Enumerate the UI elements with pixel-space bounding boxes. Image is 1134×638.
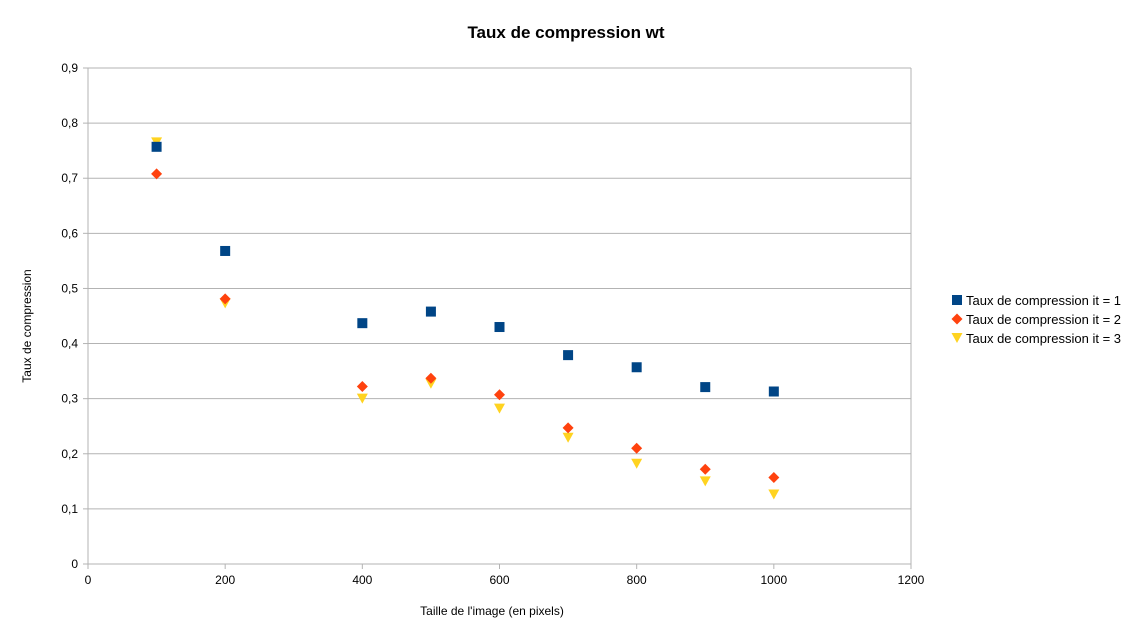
- chart-title: Taux de compression wt: [467, 23, 664, 42]
- x-tick-label: 200: [215, 573, 235, 587]
- data-point: [700, 382, 711, 393]
- y-tick-label: 0,9: [61, 61, 78, 75]
- data-point: [220, 245, 231, 256]
- series-triangle-down: [151, 137, 780, 500]
- data-point: [631, 362, 642, 373]
- data-point: [219, 293, 231, 305]
- data-point: [631, 442, 643, 454]
- data-point: [425, 378, 437, 389]
- y-tick-label: 0: [71, 557, 78, 571]
- series-diamond: [151, 168, 780, 483]
- y-tick-label: 0,3: [61, 392, 78, 406]
- x-axis-label: Taille de l'image (en pixels): [420, 604, 564, 618]
- data-point: [494, 389, 505, 401]
- x-axis-ticks: 0 200 400 600 800 1000 1200: [85, 564, 925, 587]
- data-point: [768, 489, 780, 500]
- legend-item: Taux de compression it = 1: [952, 293, 1121, 308]
- data-point: [356, 381, 368, 393]
- legend-marker: [951, 333, 963, 343]
- y-tick-label: 0,4: [61, 337, 78, 351]
- data-point: [425, 306, 436, 317]
- data-point: [494, 322, 505, 333]
- legend-item: Taux de compression it = 2: [951, 312, 1121, 327]
- data-point: [151, 168, 163, 180]
- data-point: [562, 432, 574, 443]
- y-tick-label: 0,2: [61, 447, 78, 461]
- y-tick-label: 0,5: [61, 281, 78, 295]
- x-tick-label: 1200: [898, 573, 925, 587]
- y-tick-label: 0,6: [61, 226, 78, 240]
- y-axis-ticks: 0 0,1 0,2 0,3 0,4 0,5 0,6 0,7 0,8 0,9: [61, 61, 88, 571]
- data-point: [494, 403, 505, 414]
- data-points: [151, 137, 780, 500]
- data-point: [356, 393, 368, 404]
- data-point: [425, 372, 437, 384]
- x-tick-label: 400: [352, 573, 372, 587]
- y-tick-label: 0,1: [61, 502, 78, 516]
- x-tick-label: 600: [489, 573, 509, 587]
- data-point: [768, 471, 780, 483]
- data-point: [768, 386, 779, 397]
- x-tick-label: 0: [85, 573, 92, 587]
- plot-frame: [87, 68, 912, 564]
- y-tick-label: 0,7: [61, 171, 78, 185]
- legend-label: Taux de compression it = 2: [966, 312, 1121, 327]
- data-point: [357, 318, 368, 329]
- legend-marker: [951, 313, 963, 325]
- y-axis-label: Taux de compression: [20, 269, 34, 382]
- data-point: [151, 141, 162, 152]
- data-point: [631, 458, 643, 469]
- data-point: [699, 463, 711, 475]
- gridlines: [88, 67, 911, 565]
- y-tick-label: 0,8: [61, 116, 78, 130]
- legend-label: Taux de compression it = 1: [966, 293, 1121, 308]
- legend-marker: [952, 295, 962, 305]
- series-square: [151, 141, 779, 397]
- x-tick-label: 1000: [760, 573, 787, 587]
- data-point: [562, 422, 574, 434]
- legend: Taux de compression it = 1 Taux de compre…: [951, 293, 1121, 346]
- legend-item: Taux de compression it = 3: [951, 331, 1121, 346]
- legend-label: Taux de compression it = 3: [966, 331, 1121, 346]
- x-tick-label: 800: [627, 573, 647, 587]
- data-point: [699, 476, 711, 487]
- data-point: [563, 350, 574, 361]
